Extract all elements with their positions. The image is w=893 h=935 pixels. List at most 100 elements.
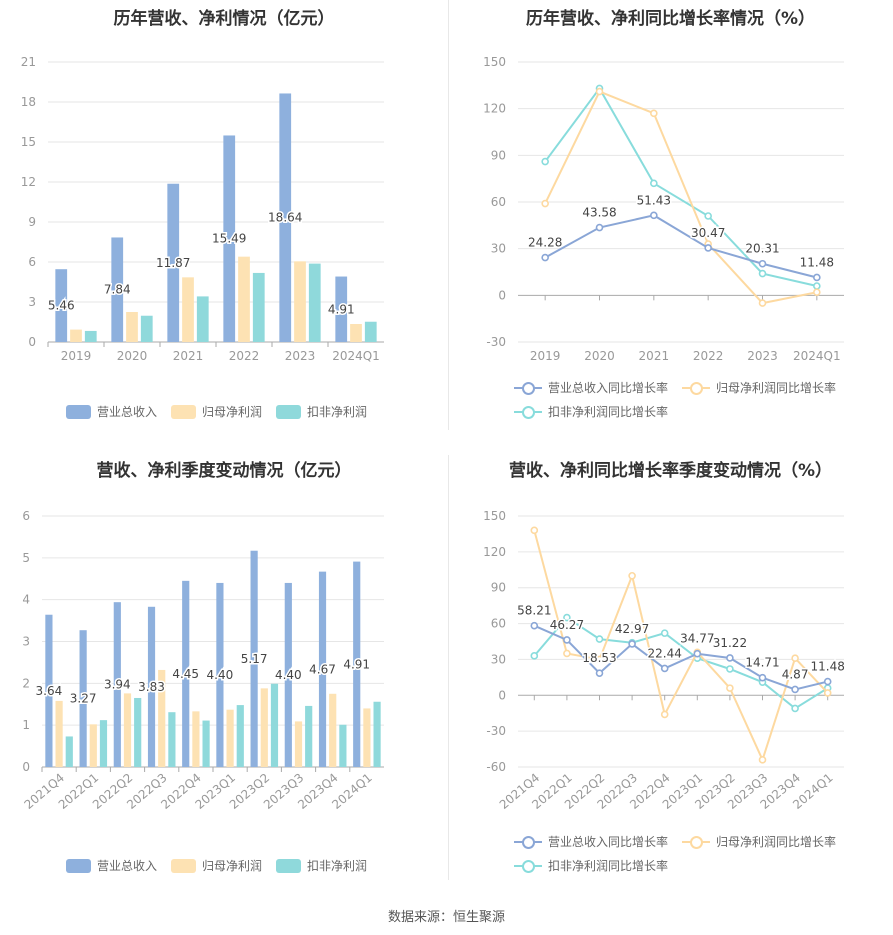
bar-revenue <box>111 237 124 342</box>
y-tick-label: -30 <box>486 335 506 349</box>
y-tick-label: 1 <box>22 718 30 732</box>
legend-swatch <box>171 858 196 873</box>
point-deduct <box>563 613 571 622</box>
data-label: 3.83 <box>138 680 165 694</box>
bar-parent <box>70 329 82 342</box>
data-label: 11.48 <box>800 255 834 269</box>
point-parent <box>541 199 549 208</box>
legend-item-parent[interactable]: 归母净利润 <box>171 403 262 420</box>
chart-title: 历年营收、净利同比增长率情况（%） <box>525 9 816 29</box>
legend-item-deduct[interactable]: 扣非净利润 <box>276 857 367 874</box>
data-label: 4.67 <box>309 662 336 676</box>
y-tick-label: 0 <box>498 688 506 702</box>
y-tick-label: 6 <box>28 255 36 269</box>
data-label: 4.45 <box>172 667 199 681</box>
point-deduct <box>530 652 539 660</box>
data-label: 31.22 <box>713 636 747 650</box>
bar-revenue <box>284 582 292 767</box>
point-parent <box>595 655 604 664</box>
bar-deduct <box>134 697 142 767</box>
data-label: 58.21 <box>517 604 551 618</box>
divider <box>448 0 449 430</box>
point-revenue <box>823 677 832 686</box>
annual-amount-panel: 历年营收、净利情况（亿元） 0 3 6 9 12 15 18 21 2019 2020 2021 20… <box>0 0 448 430</box>
bar-parent <box>238 256 250 342</box>
data-label: 5.46 <box>48 299 75 313</box>
data-label: 15.49 <box>212 232 246 246</box>
legend-item-parent[interactable]: 归母净利润 <box>171 857 262 874</box>
bar-parent <box>55 700 63 767</box>
point-revenue <box>704 244 712 252</box>
bar-revenue <box>79 630 87 767</box>
chart-title: 营收、净利季度变动情况（亿元） <box>96 461 352 481</box>
point-revenue <box>758 673 767 682</box>
point-parent <box>758 756 767 764</box>
data-source-note: 数据来源：恒生聚源 <box>387 910 505 925</box>
y-tick-label: 3 <box>22 635 30 649</box>
y-tick-label: 60 <box>491 617 506 631</box>
legend-item-deduct-growth[interactable]: 扣非净利润同比增长率 <box>514 403 668 420</box>
quarterly-amount-chart: 01234562021Q42022Q12022Q22022Q32022Q4202… <box>22 509 384 812</box>
x-tick-label: 2022 <box>229 349 260 363</box>
bar-parent <box>350 324 362 342</box>
y-tick-label: 90 <box>491 581 506 595</box>
bar-deduct <box>196 296 209 342</box>
bar-deduct <box>364 321 377 342</box>
data-label: 3.94 <box>104 678 131 692</box>
data-label: 51.43 <box>637 193 671 207</box>
data-label: 4.40 <box>275 668 302 682</box>
y-tick-label: 3 <box>28 295 36 309</box>
bar-parent <box>158 669 166 767</box>
data-label: 4.91 <box>343 657 370 671</box>
legend-swatch <box>514 405 542 419</box>
annual-growth-panel: 历年营收、净利同比增长率情况（%） -30 0 30 60 90 120 150 2019 20… <box>448 0 893 430</box>
legend-item-deduct[interactable]: 扣非净利润 <box>276 403 367 420</box>
bar-parent <box>260 688 268 767</box>
x-tick-label: 2019 <box>530 349 561 363</box>
data-label: 34.77 <box>680 632 714 646</box>
x-tick-label: 2022 <box>693 349 724 363</box>
legend: 营业总收入同比增长率 归母净利润同比增长率 扣非净利润同比增长率 <box>448 452 893 892</box>
x-tick-label: 2021 <box>639 349 670 363</box>
y-tick-label: 12 <box>21 175 36 189</box>
data-label: 18.53 <box>582 651 616 665</box>
bar-parent <box>192 711 200 767</box>
y-tick-label: 4 <box>22 593 30 607</box>
data-label: 3.64 <box>36 684 63 698</box>
y-tick-label: 21 <box>21 55 36 69</box>
legend-swatch <box>514 835 542 849</box>
point-deduct <box>541 157 549 166</box>
data-label: 4.87 <box>782 667 809 681</box>
y-tick-label: -30 <box>486 724 506 738</box>
line-revenue <box>533 624 828 691</box>
legend-item-revenue-growth[interactable]: 营业总收入同比增长率 <box>514 379 668 396</box>
data-label: 43.58 <box>582 206 616 220</box>
bar-deduct <box>140 315 153 342</box>
bar-revenue <box>279 93 292 342</box>
data-label: 4.40 <box>207 668 234 682</box>
legend-item-parent-growth[interactable]: 归母净利润同比增长率 <box>682 379 836 396</box>
point-revenue <box>758 259 767 268</box>
legend-swatch <box>682 381 710 395</box>
legend-item-revenue[interactable]: 营业总收入 <box>66 403 157 420</box>
bar-parent <box>226 709 234 767</box>
legend-swatch <box>66 858 91 873</box>
point-deduct <box>791 704 799 713</box>
bar-parent <box>329 693 337 767</box>
legend-item-deduct-growth[interactable]: 扣非净利润同比增长率 <box>514 857 668 874</box>
legend-item-parent-growth[interactable]: 归母净利润同比增长率 <box>682 833 836 850</box>
bar-deduct <box>168 712 176 767</box>
bar-deduct <box>252 272 265 342</box>
y-tick-label: 9 <box>28 215 36 229</box>
x-tick-label: 2024Q1 <box>793 349 841 363</box>
bar-revenue <box>318 571 327 767</box>
bar-deduct <box>236 705 244 767</box>
point-parent <box>726 684 734 692</box>
bar-deduct <box>373 701 381 767</box>
legend-item-revenue[interactable]: 营业总收入 <box>66 857 157 874</box>
bar-revenue <box>182 580 190 767</box>
legend-item-revenue-growth[interactable]: 营业总收入同比增长率 <box>514 833 668 850</box>
legend: 营业总收入 归母净利润 扣非净利润 <box>0 0 448 430</box>
point-revenue <box>660 664 669 673</box>
x-tick-label: 2020 <box>584 349 615 363</box>
